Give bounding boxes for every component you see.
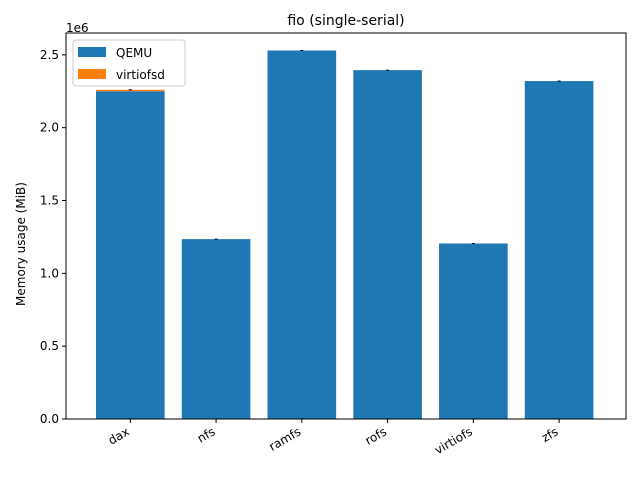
bar-qemu-ramfs xyxy=(267,50,337,419)
legend-swatch-qemu xyxy=(78,47,106,57)
bar-qemu-dax xyxy=(96,91,165,419)
legend-label-virtiofsd: virtiofsd xyxy=(116,68,165,82)
y-offset-label: 1e6 xyxy=(66,21,89,35)
y-tick-label: 2.5 xyxy=(40,48,59,62)
bar-qemu-virtiofs xyxy=(439,243,508,419)
bar-qemu-nfs xyxy=(181,239,251,419)
x-tick-label-ramfs: ramfs xyxy=(266,424,303,453)
y-tick-label: 0.0 xyxy=(40,412,59,426)
chart-title: fio (single-serial) xyxy=(287,13,404,29)
bar-virtiofsd-dax xyxy=(96,89,165,92)
x-tick-label-rofs: rofs xyxy=(363,424,389,447)
bars-layer xyxy=(96,49,594,419)
x-tick-label-virtiofs: virtiofs xyxy=(432,424,475,457)
x-tick-label-dax: dax xyxy=(106,424,132,447)
y-axis-label: Memory usage (MiB) xyxy=(14,182,28,306)
y-tick-label: 0.5 xyxy=(40,339,59,353)
legend-label-qemu: QEMU xyxy=(116,46,152,60)
y-tick-label: 1.5 xyxy=(40,194,59,208)
plot-frame xyxy=(65,32,627,420)
bar-qemu-rofs xyxy=(353,70,422,419)
x-tick-label-nfs: nfs xyxy=(195,424,218,445)
legend: QEMU virtiofsd xyxy=(72,39,186,87)
legend-swatch-virtiofsd xyxy=(78,69,106,79)
y-tick-label: 2.0 xyxy=(40,121,59,135)
x-tick-label-zfs: zfs xyxy=(539,424,561,445)
y-tick-label: 1.0 xyxy=(40,266,59,280)
bar-qemu-zfs xyxy=(524,81,594,419)
